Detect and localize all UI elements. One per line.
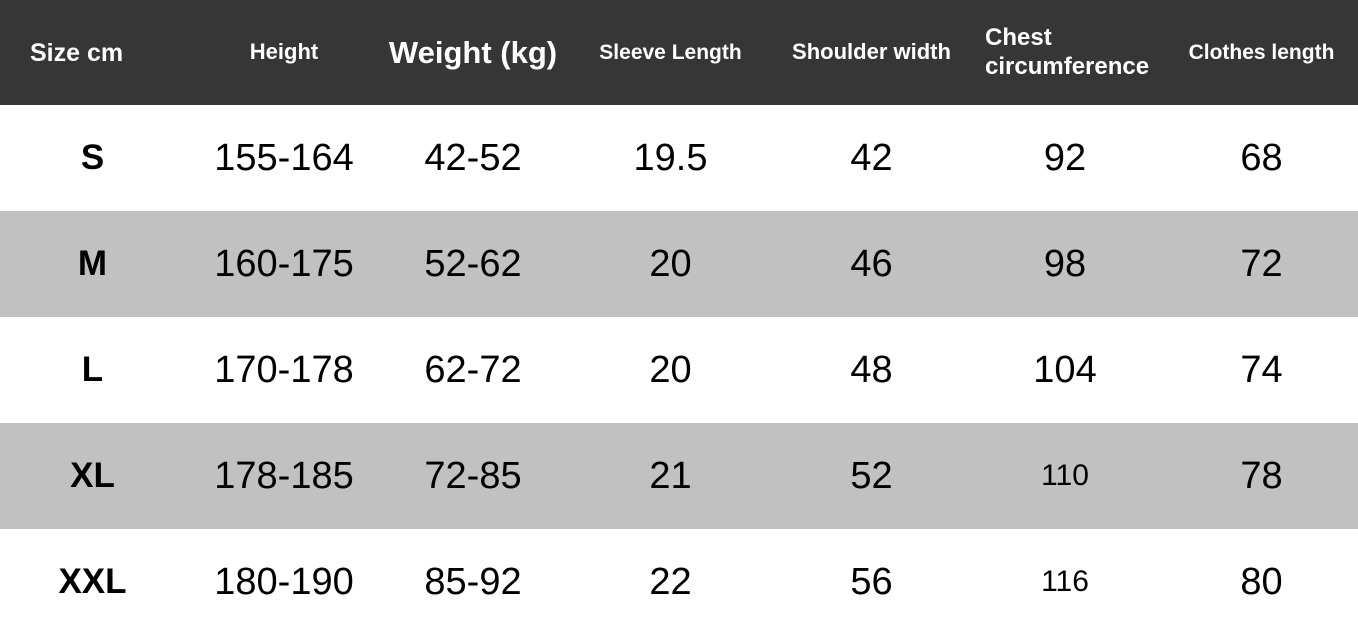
cell-clothes-length: 78 <box>1240 454 1283 497</box>
cell-shoulder-width: 42 <box>850 136 893 179</box>
cell-shoulder-width: 56 <box>850 560 893 603</box>
cell-weight: 85-92 <box>424 560 522 603</box>
table-row-size-m: M 160-175 52-62 20 46 98 72 <box>0 211 1358 317</box>
cell-shoulder-width: 48 <box>850 348 893 391</box>
cell-height: 160-175 <box>214 242 354 285</box>
cell-weight: 52-62 <box>424 242 522 285</box>
cell-clothes-length: 74 <box>1240 348 1283 391</box>
cell-chest-circumference: 92 <box>1043 136 1087 179</box>
cell-clothes-length: 68 <box>1240 136 1283 179</box>
table-row-size-l: L 170-178 62-72 20 48 104 74 <box>0 317 1358 423</box>
cell-height: 180-190 <box>214 560 354 603</box>
cell-height: 155-164 <box>214 136 354 179</box>
cell-size: S <box>80 138 105 177</box>
cell-sleeve-length: 20 <box>649 242 692 285</box>
cell-size: XXL <box>58 562 127 601</box>
table-row-size-xl: XL 178-185 72-85 21 52 110 78 <box>0 423 1358 529</box>
cell-size: XL <box>70 456 115 495</box>
cell-shoulder-width: 52 <box>850 454 893 497</box>
cell-clothes-length: 80 <box>1240 560 1283 603</box>
cell-weight: 42-52 <box>424 136 522 179</box>
size-chart-header: Size cm Height Weight (kg) Sleeve Length… <box>0 0 1358 105</box>
column-header-height: Height <box>249 39 319 65</box>
table-row-size-s: S 155-164 42-52 19.5 42 92 68 <box>0 105 1358 211</box>
cell-chest-circumference: 110 <box>1041 459 1089 492</box>
header-row: Size cm Height Weight (kg) Sleeve Length… <box>0 0 1358 105</box>
cell-shoulder-width: 46 <box>850 242 893 285</box>
cell-weight: 72-85 <box>424 454 522 497</box>
cell-sleeve-length: 20 <box>649 348 692 391</box>
cell-sleeve-length: 19.5 <box>633 136 708 179</box>
column-header-clothes-length: Clothes length <box>1188 40 1335 64</box>
column-header-weight: Weight (kg) <box>388 34 558 70</box>
cell-sleeve-length: 22 <box>649 560 692 603</box>
cell-height: 178-185 <box>214 454 354 497</box>
cell-sleeve-length: 21 <box>649 454 692 497</box>
cell-chest-circumference: 104 <box>1033 348 1097 391</box>
cell-size: L <box>81 350 104 389</box>
column-header-sleeve-length: Sleeve Length <box>599 40 742 64</box>
size-chart-body: S 155-164 42-52 19.5 42 92 68 M 160-175 … <box>0 105 1358 634</box>
cell-weight: 62-72 <box>424 348 522 391</box>
cell-size: M <box>77 244 108 283</box>
table-row-size-xxl: XXL 180-190 85-92 22 56 116 80 <box>0 529 1358 634</box>
cell-chest-circumference: 116 <box>1041 565 1089 598</box>
column-header-size: Size cm <box>30 38 124 67</box>
column-header-chest-circumference: Chest circumference <box>985 23 1150 80</box>
column-header-shoulder-width: Shoulder width <box>792 39 951 65</box>
cell-chest-circumference: 98 <box>1043 242 1087 285</box>
cell-height: 170-178 <box>214 348 354 391</box>
cell-clothes-length: 72 <box>1240 242 1283 285</box>
